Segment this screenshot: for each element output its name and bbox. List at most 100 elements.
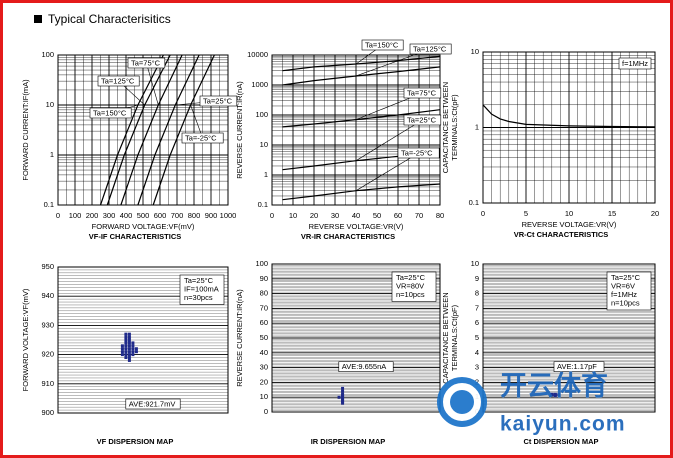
y-tick-label: 50 [260, 333, 268, 342]
annotation-box [618, 57, 652, 70]
note: n=10pcs [396, 290, 425, 299]
legend-label: Ta=150°C [93, 108, 127, 117]
series-line [282, 66, 441, 86]
x-tick-label: 50 [373, 211, 381, 220]
watermark-brand: 开云体育 [500, 370, 608, 401]
y-tick-label: 40 [260, 348, 268, 357]
y-tick-label: 2 [475, 377, 479, 386]
legend-box [89, 107, 132, 119]
title-bullet [34, 15, 42, 23]
notes-box [606, 271, 652, 311]
dot [134, 350, 138, 354]
legend-label: Ta=75°C [407, 88, 437, 97]
y-tick-label: 900 [41, 408, 54, 417]
legend-box [97, 75, 140, 87]
y-tick-label: 20 [260, 377, 268, 386]
x-tick-label: 0 [56, 211, 60, 220]
average-label: AVE:9.655nA [342, 362, 386, 371]
chart-caption: IR DISPERSION MAP [311, 437, 386, 446]
y-tick-label: 60 [260, 318, 268, 327]
note: IF=100mA [184, 284, 219, 293]
y-tick-label: 0 [264, 407, 268, 416]
dot [337, 395, 341, 399]
dot [124, 350, 128, 354]
chart-caption: VF DISPERSION MAP [97, 437, 174, 446]
x-tick-label: 20 [651, 209, 659, 218]
dot [127, 338, 131, 342]
x-tick-label: 40 [352, 211, 360, 220]
y-axis-label: FORWARD VOLTAGE:VF(mV) [21, 288, 30, 391]
legend-box [397, 147, 440, 159]
y-tick-label: 1000 [251, 80, 268, 89]
dot [131, 347, 135, 351]
dot [127, 332, 131, 336]
dot [124, 332, 128, 336]
x-tick-label: 800 [188, 211, 201, 220]
x-axis-label: FORWARD VOLTAGE:VF(mV) [92, 222, 195, 231]
y-tick-label: 30 [260, 363, 268, 372]
y-tick-label: 7 [475, 303, 479, 312]
legend-box [409, 43, 452, 55]
dot [120, 344, 124, 348]
dot [131, 353, 135, 357]
legend-label: Ta=125°C [101, 76, 135, 85]
legend-box [199, 95, 238, 107]
y-tick-label: 3 [475, 363, 479, 372]
average-label: AVE:921.7mV [129, 399, 176, 408]
chart: 0.1 1 10 100 1000 10000 0 10 20 30 40 50 60 70 80 REVER… [235, 39, 452, 241]
leader-line [190, 104, 203, 139]
note: VR=80V [396, 281, 424, 290]
y-tick-label: 0.1 [258, 200, 268, 209]
chart: 0 10 20 30 40 50 60 70 80 90 100 REVERSE CURRENT:IR… [235, 259, 441, 446]
y-tick-label: 950 [41, 262, 54, 271]
y-axis-label: CAPACITANCE BETWEEN [441, 82, 450, 173]
note: Ta=25°C [184, 276, 214, 285]
y-tick-label: 6 [475, 318, 479, 327]
dot [553, 392, 557, 396]
y-tick-label: 920 [41, 350, 54, 359]
note: n=10pcs [611, 298, 640, 307]
watermark-site: kaiyun.com [500, 413, 626, 436]
dot [120, 347, 124, 351]
y-tick-label: 10 [471, 259, 479, 268]
x-tick-label: 20 [310, 211, 318, 220]
x-tick-label: 10 [289, 211, 297, 220]
series-line [137, 54, 200, 206]
y-tick-label: 10 [260, 140, 268, 149]
x-tick-label: 0 [481, 209, 485, 218]
note: f=1MHz [611, 290, 637, 299]
plot-border [271, 263, 441, 413]
y-tick-label: 10 [260, 392, 268, 401]
y-tick-label: 5 [475, 333, 479, 342]
dot [124, 353, 128, 357]
y-tick-label: 70 [260, 303, 268, 312]
dot [550, 392, 554, 396]
y-axis-label: CAPACITANCE BETWEEN [441, 292, 450, 383]
watermark: 开云体育 kaiyun.com [437, 370, 626, 436]
x-tick-label: 80 [436, 211, 444, 220]
dot [131, 341, 135, 345]
dot [131, 350, 135, 354]
y-tick-label: 9 [475, 274, 479, 283]
dot [124, 338, 128, 342]
watermark-ball [450, 390, 474, 414]
plot-border [482, 263, 656, 413]
y-tick-label: 10 [46, 100, 54, 109]
annotation: f=1MHz [622, 59, 648, 68]
dot [127, 353, 131, 357]
leader-line [355, 152, 419, 191]
y-tick-label: 100 [255, 110, 268, 119]
chart: 900 910 920 930 940 950 FORWARD VOLTAGE:VF(mV)… [21, 262, 229, 446]
dot [120, 350, 124, 354]
x-tick-label: 700 [171, 211, 184, 220]
legend-label: Ta=150°C [365, 40, 399, 49]
y-tick-label: 10 [471, 47, 479, 56]
legend-label: Ta=25°C [203, 96, 233, 105]
chart: 012345678910CAPACITANCE BETWEENTERMINALS… [441, 259, 656, 446]
y-tick-label: 100 [255, 259, 268, 268]
legend-label: Ta=-25°C [185, 133, 217, 142]
dot [124, 356, 128, 360]
legend-box [181, 132, 224, 144]
y-tick-label: 10000 [247, 50, 268, 59]
